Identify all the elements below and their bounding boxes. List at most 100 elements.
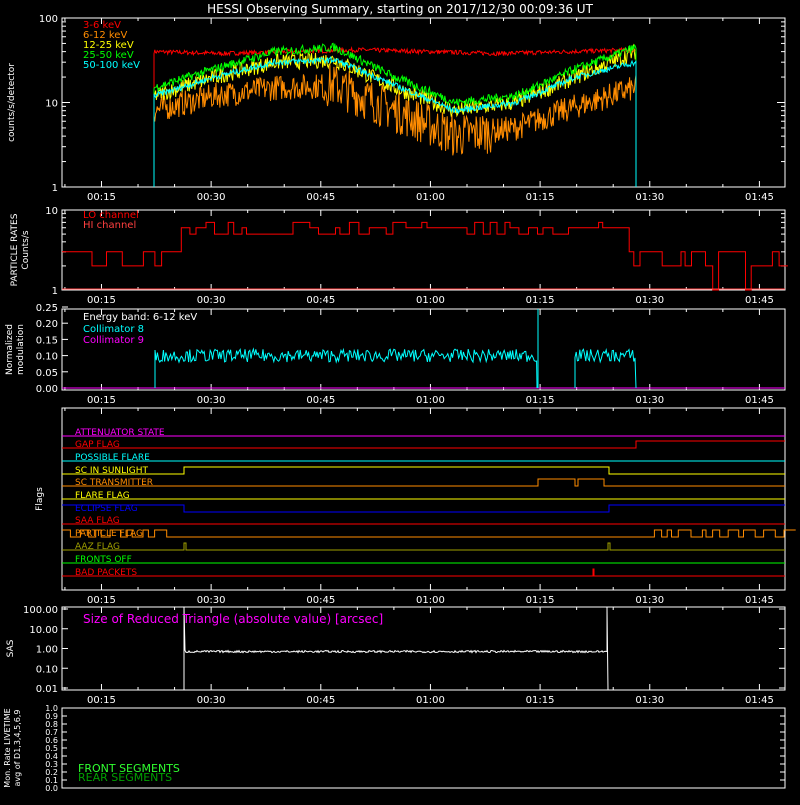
modulation-legend-entry: Collimator 8: [83, 324, 144, 335]
modulation-time-tick-label: 00:45: [306, 395, 335, 406]
particle-rates-ytick-label: 1: [52, 286, 58, 297]
sas-time-tick-label: 01:45: [745, 695, 774, 706]
livetime-ytick-label: 0.2: [45, 768, 58, 777]
particle-rates-frame: [61, 209, 786, 291]
particle-rates-time-tick-label: 00:30: [197, 295, 226, 306]
count-rates-legend-entry: 3-6 keV: [83, 20, 121, 31]
particle-rates-legend-entry: LO channel: [83, 210, 139, 221]
particle-rates-time-tick-label: 01:30: [635, 295, 664, 306]
modulation-annotation: Energy band: 6-12 keV: [83, 312, 197, 323]
count-rates-series-3-6-kev: [153, 46, 637, 187]
sas-time-tick-label: 00:30: [197, 695, 226, 706]
count-rates-time-tick-label: 01:30: [635, 192, 664, 203]
modulation-frame: [61, 308, 786, 391]
flag-label: PARTICLE FLAG: [75, 529, 143, 539]
modulation-ytick-label: 0.05: [36, 368, 58, 379]
particle-rates-ylabel-line1: PARTICLE RATES: [10, 213, 20, 286]
livetime-ytick-label: 0.3: [45, 760, 58, 769]
sas-time-tick-label: 01:00: [416, 695, 445, 706]
flags-time-tick-label: 00:30: [197, 595, 226, 606]
particle-rates-time-tick-label: 01:15: [526, 295, 555, 306]
flag-label: BAD PACKETS: [75, 568, 137, 578]
count-rates-time-tick-label: 01:15: [526, 192, 555, 203]
count-rates-legend-entry: 50-100 keV: [83, 60, 140, 71]
flags-ylabel: Flags: [35, 487, 45, 511]
count-rates-series-6-12-kev: [153, 64, 637, 187]
flag-line-eclipse-flag: [62, 504, 785, 513]
livetime-ytick-label: 0.0: [45, 784, 58, 793]
modulation-ytick-label: 0.20: [36, 319, 58, 330]
flag-line-particle-flag: [62, 529, 796, 538]
livetime-ytick-label: 1.0: [45, 704, 58, 713]
count-rates-ytick-label: 1: [52, 183, 58, 194]
modulation-ytick-label: 0.10: [36, 352, 58, 363]
sas-time-tick-label: 01:30: [635, 695, 664, 706]
sas-ytick-label: 0.01: [36, 684, 58, 695]
livetime-ytick-label: 0.9: [45, 712, 58, 721]
flag-line-bad-packets: [62, 568, 785, 577]
particle-rates-time-tick-label: 01:45: [745, 295, 774, 306]
livetime-ytick-label: 0.7: [45, 728, 58, 737]
flags-time-tick-label: 00:45: [306, 595, 335, 606]
livetime-ylabel-line1: Mon. Rate LIVETIME: [3, 708, 12, 787]
modulation-time-tick-label: 00:30: [197, 395, 226, 406]
modulation-time-tick-label: 01:30: [635, 395, 664, 406]
sas-ytick-label: 1.00: [36, 645, 58, 656]
livetime-ytick-label: 0.1: [45, 776, 58, 785]
particle-rates-time-tick-label: 00:15: [87, 295, 116, 306]
particle-rates-time-tick-label: 01:00: [416, 295, 445, 306]
count-rates-legend-entry: 12-25 keV: [83, 40, 134, 51]
livetime-legend-entry: REAR SEGMENTS: [78, 771, 172, 784]
flag-label: POSSIBLE FLARE: [75, 453, 150, 463]
livetime-ytick-label: 0.5: [45, 744, 58, 753]
flag-label: SAA FLAG: [75, 516, 120, 526]
modulation-time-tick-label: 01:00: [416, 395, 445, 406]
count-rates-time-tick-label: 01:00: [416, 192, 445, 203]
modulation-time-tick-label: 01:15: [526, 395, 555, 406]
modulation-ylabel-line2: modulation: [16, 324, 26, 375]
particle-rates-ytick-label: 10: [45, 206, 58, 217]
flags-time-tick-label: 01:45: [745, 595, 774, 606]
livetime-ytick-label: 0.8: [45, 720, 58, 729]
modulation-time-tick-label: 00:15: [87, 395, 116, 406]
sas-series-reduced-triangle: [183, 606, 609, 691]
sas-annotation: Size of Reduced Triangle (absolute value…: [83, 612, 383, 626]
modulation-ytick-label: 0.15: [36, 335, 58, 346]
flag-line-aaz-flag: [62, 542, 785, 551]
particle-rates-legend-entry: HI channel: [83, 220, 136, 231]
livetime-ytick-label: 0.6: [45, 736, 58, 745]
count-rates-ytick-label: 100: [39, 14, 58, 25]
modulation-legend-entry: Collimator 9: [83, 335, 144, 346]
sas-ytick-label: 0.10: [36, 664, 58, 675]
figure-title: HESSI Observing Summary, starting on 201…: [207, 2, 593, 16]
flag-label: FRONTS OFF: [75, 555, 132, 565]
flag-label: AAZ FLAG: [75, 542, 120, 552]
flag-label: ECLIPSE FLAG: [75, 504, 138, 514]
count-rates-series-25-50-kev: [153, 42, 637, 187]
count-rates-time-tick-label: 00:45: [306, 192, 335, 203]
count-rates-time-tick-label: 00:30: [197, 192, 226, 203]
count-rates-time-tick-label: 01:45: [745, 192, 774, 203]
flags-time-tick-label: 01:30: [635, 595, 664, 606]
modulation-series-collimator-8: [154, 347, 538, 389]
sas-time-tick-label: 01:15: [526, 695, 555, 706]
flag-label: SC TRANSMITTER: [75, 478, 153, 488]
modulation-ytick-label: 0.25: [36, 303, 58, 314]
count-rates-series-50-100-kev: [153, 56, 637, 187]
sas-ytick-label: 100.00: [23, 605, 58, 616]
sas-ytick-label: 10.00: [29, 625, 58, 636]
count-rates-legend-entry: 25-50 keV: [83, 50, 134, 61]
flags-time-tick-label: 01:00: [416, 595, 445, 606]
flag-line-sc-in-sunlight: [62, 466, 785, 475]
particle-rates-series-lo-channel: [62, 221, 788, 291]
modulation-ylabel-line1: Normalized: [5, 324, 15, 375]
count-rates-time-tick-label: 00:15: [87, 192, 116, 203]
sas-time-tick-label: 00:15: [87, 695, 116, 706]
flag-label: SC IN SUNLIGHT: [75, 466, 149, 476]
livetime-ytick-label: 0.4: [45, 752, 58, 761]
flag-label: GAP FLAG: [75, 440, 120, 450]
sas-time-tick-label: 00:45: [306, 695, 335, 706]
particle-rates-time-tick-label: 00:45: [306, 295, 335, 306]
flag-line-sc-transmitter: [62, 478, 785, 487]
